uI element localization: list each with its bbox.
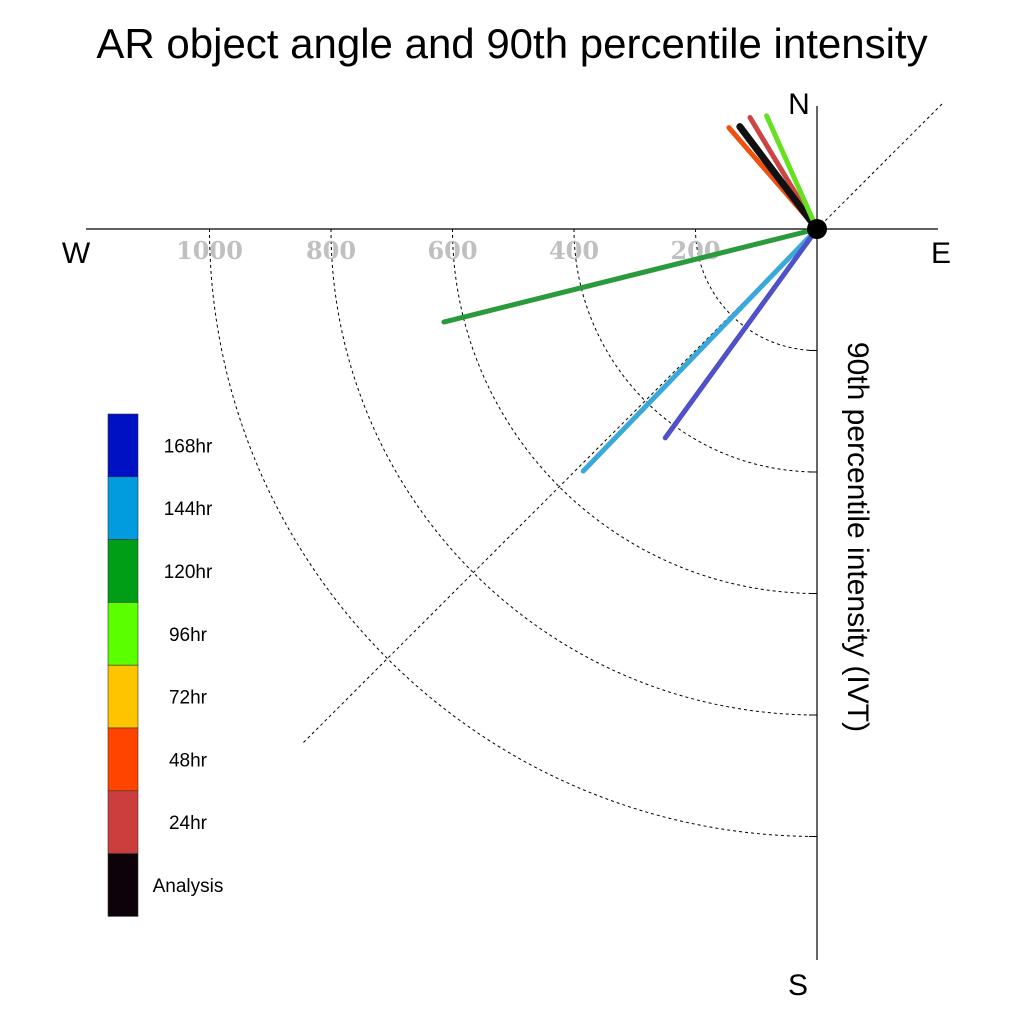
diagonal-reference-line xyxy=(301,103,943,745)
east-label: E xyxy=(931,237,951,270)
vector-96hr xyxy=(764,113,820,232)
legend-swatch-144hr xyxy=(107,476,139,540)
ring-1000 xyxy=(209,228,818,837)
legend-swatch-120hr xyxy=(107,539,139,603)
legend-label: 96hr xyxy=(169,625,208,646)
ring-800 xyxy=(330,228,818,716)
legend-swatch-72hr xyxy=(107,664,139,729)
legend-label: 144hr xyxy=(164,499,213,520)
legend: 168hr 144hr 120hr 96hr 72hr 48hr 24hr Analysis xyxy=(107,413,224,917)
chart-title: AR object angle and 90th percentile inte… xyxy=(96,20,927,67)
ring-label: 600 xyxy=(427,236,477,265)
legend-swatch-48hr xyxy=(107,727,139,792)
ring-200 xyxy=(695,228,818,351)
ring-label: 1000 xyxy=(176,236,243,265)
legend-label: 72hr xyxy=(169,688,208,709)
legend-swatch-24hr xyxy=(107,790,139,854)
legend-label: 120hr xyxy=(164,562,213,583)
forecast-vectors xyxy=(441,113,821,474)
ring-label: 800 xyxy=(306,236,356,265)
y-axis-label: 90th percentile intensity (IVT) xyxy=(841,342,874,732)
north-label: N xyxy=(788,88,810,121)
legend-label: 24hr xyxy=(169,813,208,834)
vector-168hr xyxy=(662,226,820,441)
ring-400 xyxy=(573,228,818,473)
vector-120hr xyxy=(441,226,820,325)
ring-label: 400 xyxy=(549,236,599,265)
west-label: W xyxy=(62,237,91,270)
legend-swatch-96hr xyxy=(107,602,139,666)
legend-label: 168hr xyxy=(164,436,213,457)
origin-marker xyxy=(807,219,827,239)
vector-analysis xyxy=(736,123,821,233)
vector-144hr xyxy=(580,226,820,474)
legend-swatch-168hr xyxy=(107,413,139,478)
intensity-rings xyxy=(209,103,943,837)
legend-label: 48hr xyxy=(169,750,208,771)
legend-swatch-analysis xyxy=(107,853,139,917)
south-label: S xyxy=(788,969,808,1002)
compass-axes xyxy=(86,106,938,960)
ring-600 xyxy=(452,228,818,594)
legend-label: Analysis xyxy=(153,876,224,897)
